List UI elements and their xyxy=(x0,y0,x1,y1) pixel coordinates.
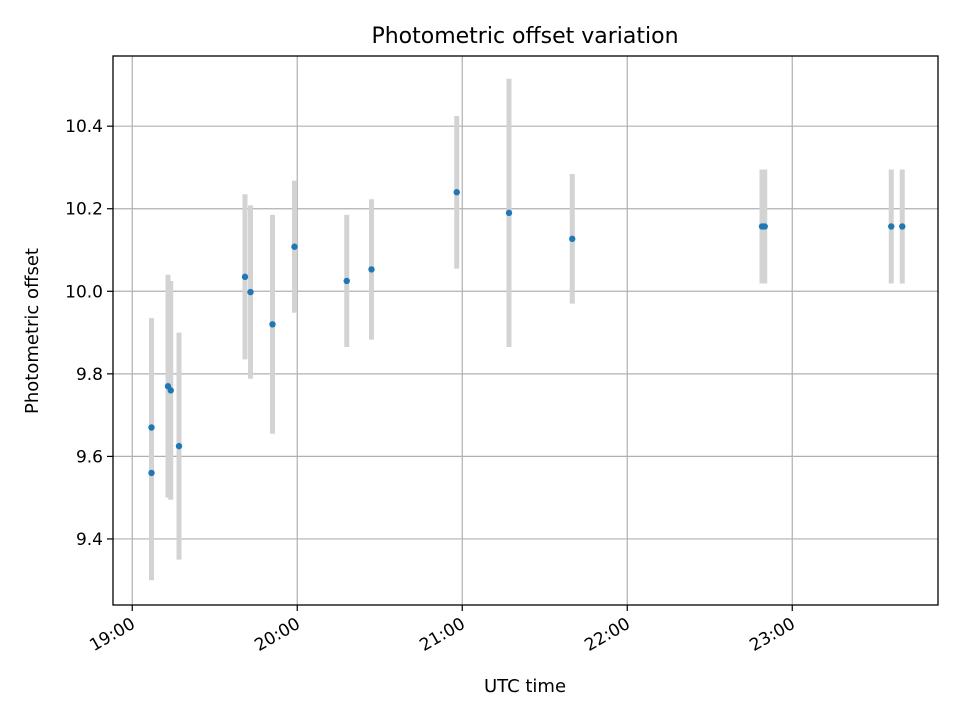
data-point xyxy=(148,469,155,477)
chart-title: Photometric offset variation xyxy=(371,24,678,49)
data-point xyxy=(247,288,254,296)
plot-frame xyxy=(112,55,939,606)
data-point xyxy=(241,273,249,281)
data-point xyxy=(167,387,174,394)
data-point xyxy=(148,424,155,431)
y-tick-label: 9.6 xyxy=(76,447,103,467)
data-point xyxy=(368,266,375,273)
y-tick-label: 10.4 xyxy=(65,117,103,137)
data-point xyxy=(899,223,906,230)
data-point xyxy=(505,209,513,217)
y-axis-label: Photometric offset xyxy=(22,248,43,414)
data-point xyxy=(569,235,576,243)
data-points xyxy=(148,189,906,477)
data-point xyxy=(761,223,768,230)
y-tick-label: 9.8 xyxy=(76,365,103,385)
x-axis-label: UTC time xyxy=(484,676,566,697)
y-tick-label: 9.4 xyxy=(76,530,103,550)
data-point xyxy=(343,277,350,285)
y-tick-label: 10.0 xyxy=(65,282,103,302)
y-tick-label: 10.2 xyxy=(65,200,103,220)
data-point xyxy=(175,442,183,450)
data-point xyxy=(291,243,298,250)
data-point xyxy=(888,223,895,230)
plot-area xyxy=(113,56,938,605)
data-point xyxy=(453,189,460,196)
data-point xyxy=(269,321,276,328)
